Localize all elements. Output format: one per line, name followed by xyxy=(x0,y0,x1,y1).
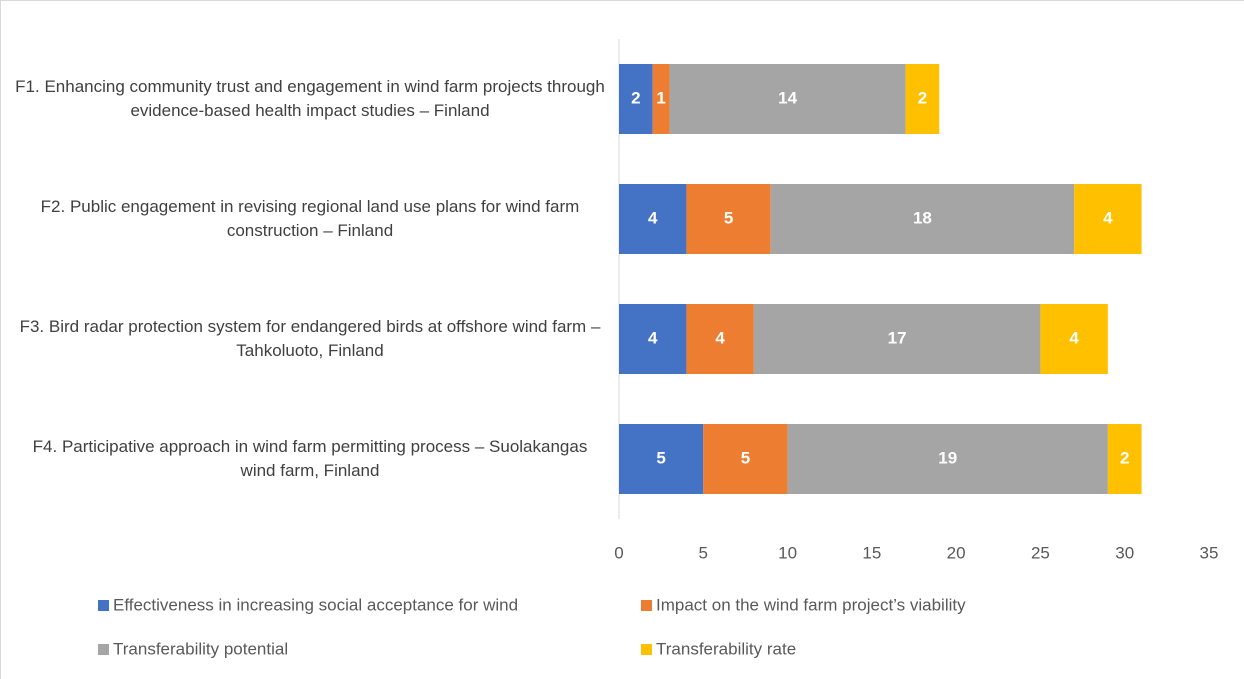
category-label: F2. Public engagement in revising region… xyxy=(40,197,580,240)
x-tick-label: 10 xyxy=(778,543,797,562)
bar-segment xyxy=(1107,424,1142,494)
category-label: F3. Bird radar protection system for end… xyxy=(19,317,601,360)
legend-swatch xyxy=(98,644,109,655)
data-label: 1 xyxy=(656,88,665,107)
bar-segment xyxy=(686,304,754,374)
category-label: F1. Enhancing community trust and engage… xyxy=(15,77,605,120)
data-label: 5 xyxy=(656,448,665,467)
x-tick-label: 30 xyxy=(1115,543,1134,562)
legend-label: Impact on the wind farm project’s viabil… xyxy=(656,595,966,614)
bar-segment xyxy=(619,304,687,374)
bar-segment xyxy=(1074,184,1142,254)
data-label: 4 xyxy=(1069,328,1079,347)
bar-segment xyxy=(905,64,940,134)
bar-segment xyxy=(753,304,1041,374)
x-tick-label: 5 xyxy=(699,543,708,562)
data-label: 2 xyxy=(631,88,640,107)
bar-segment xyxy=(652,64,670,134)
data-label: 4 xyxy=(1103,208,1113,227)
x-tick-label: 15 xyxy=(862,543,881,562)
x-tick-label: 0 xyxy=(614,543,623,562)
legend-label: Transferability potential xyxy=(113,639,288,658)
bar-segment xyxy=(703,424,788,494)
bar-segment xyxy=(1040,304,1108,374)
data-label: 4 xyxy=(715,328,725,347)
bar-segment xyxy=(619,184,687,254)
data-label: 4 xyxy=(648,208,658,227)
category-label: F4. Participative approach in wind farm … xyxy=(32,437,588,480)
legend-swatch xyxy=(641,600,652,611)
data-label: 5 xyxy=(741,448,750,467)
legend-swatch xyxy=(641,644,652,655)
legend-label: Effectiveness in increasing social accep… xyxy=(113,595,518,614)
data-label: 19 xyxy=(938,448,957,467)
bar-segment xyxy=(787,424,1108,494)
legend-label: Transferability rate xyxy=(656,639,796,658)
bar-segment xyxy=(770,184,1075,254)
data-label: 2 xyxy=(918,88,927,107)
legend-swatch xyxy=(98,600,109,611)
bar-segment xyxy=(669,64,906,134)
x-tick-label: 25 xyxy=(1031,543,1050,562)
bar-segment xyxy=(619,64,653,134)
data-label: 18 xyxy=(913,208,932,227)
data-label: 14 xyxy=(778,88,797,107)
bar-segment xyxy=(619,424,704,494)
x-tick-label: 35 xyxy=(1200,543,1219,562)
x-tick-label: 20 xyxy=(947,543,966,562)
data-label: 17 xyxy=(888,328,907,347)
bar-segment xyxy=(686,184,771,254)
data-label: 5 xyxy=(724,208,733,227)
data-label: 4 xyxy=(648,328,658,347)
data-label: 2 xyxy=(1120,448,1129,467)
